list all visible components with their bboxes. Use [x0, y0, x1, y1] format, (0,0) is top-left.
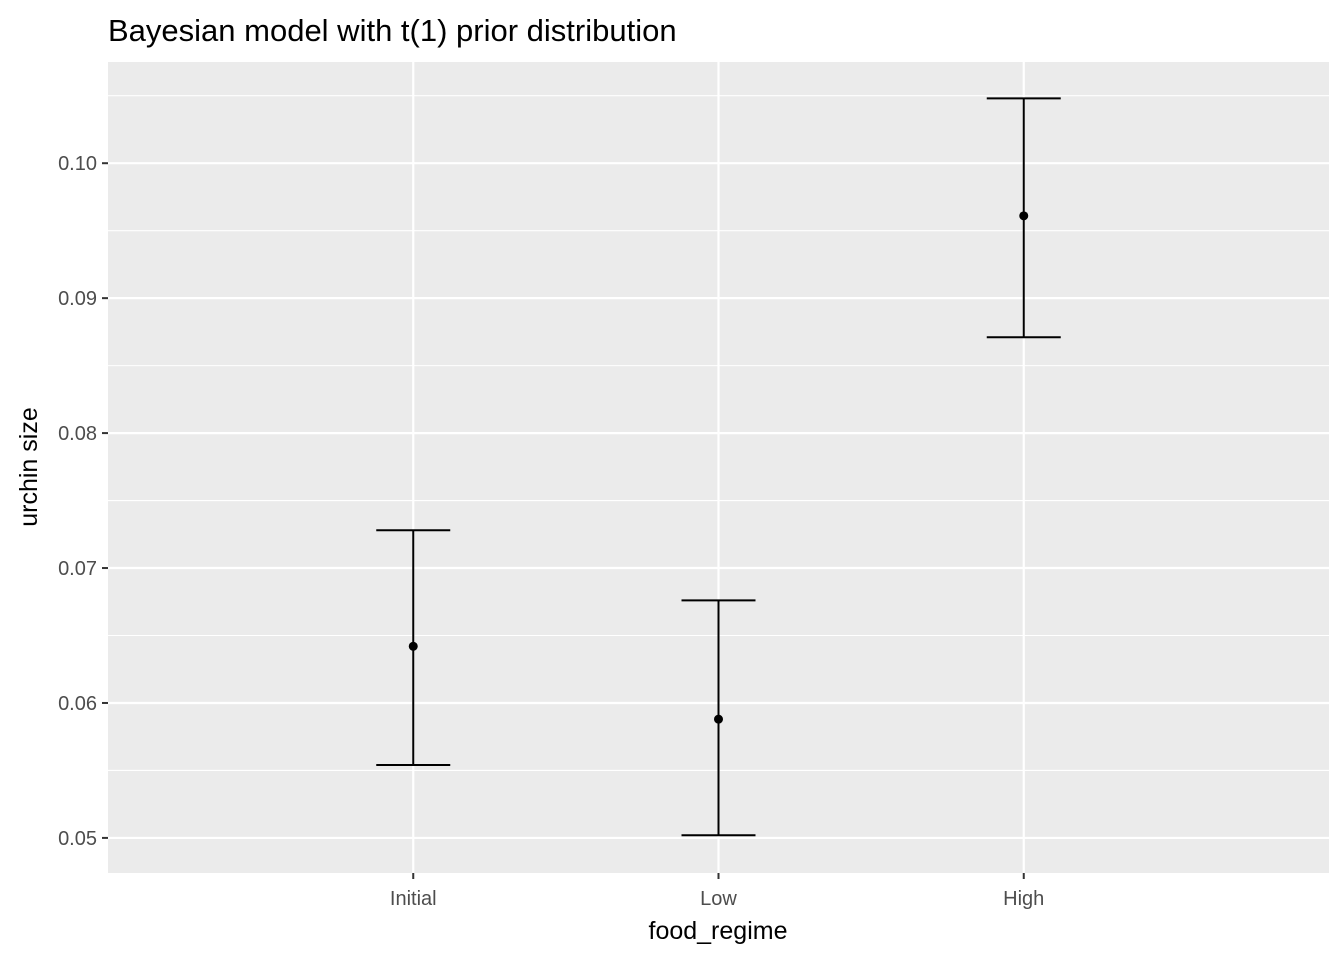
y-axis: 0.05 0.06 0.07 0.08 0.09 0.10	[58, 153, 108, 850]
x-axis: Initial Low High	[390, 873, 1044, 910]
x-tick-label: High	[1003, 888, 1044, 910]
point-high	[1019, 211, 1029, 221]
y-tick-label: 0.10	[58, 153, 97, 175]
y-tick-label: 0.09	[58, 288, 97, 310]
y-tick-label: 0.06	[58, 693, 97, 715]
x-tick-label: Low	[700, 888, 737, 910]
y-tick-label: 0.07	[58, 558, 97, 580]
point-initial	[408, 641, 418, 651]
y-tick-label: 0.08	[58, 423, 97, 445]
gridlines	[108, 62, 1329, 873]
x-tick-label: Initial	[390, 888, 437, 910]
data-marks	[376, 97, 1061, 837]
y-axis-title: urchin size	[15, 407, 43, 527]
x-axis-title: food_regime	[649, 917, 788, 945]
chart-title: Bayesian model with t(1) prior distribut…	[108, 13, 677, 48]
point-low	[714, 714, 723, 724]
y-tick-label: 0.05	[58, 828, 97, 850]
